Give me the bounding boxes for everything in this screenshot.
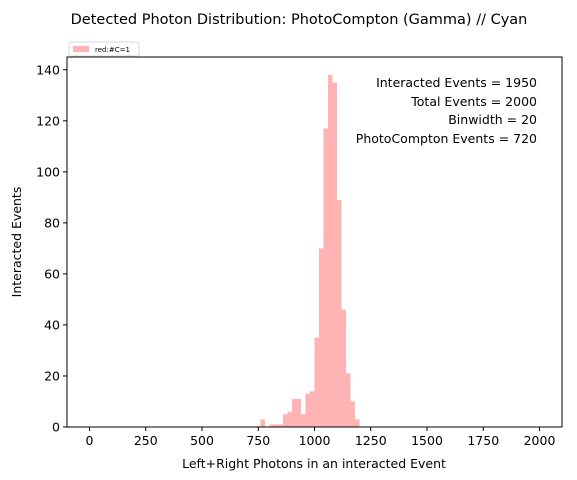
- histogram-bar: [341, 309, 346, 427]
- histogram-bar: [355, 419, 360, 427]
- y-tick-label: 140: [36, 62, 60, 77]
- y-axis-label: Interacted Events: [9, 187, 24, 298]
- annotation-total-events: Total Events = 2000: [410, 94, 537, 109]
- y-tick-label: 0: [52, 420, 60, 435]
- x-tick-label: 750: [246, 433, 270, 448]
- histogram-bar: [332, 82, 337, 427]
- x-tick-label: 1000: [299, 433, 331, 448]
- y-tick-label: 80: [44, 215, 60, 230]
- chart-title: Detected Photon Distribution: PhotoCompt…: [71, 12, 528, 28]
- x-axis-ticks: 0 250 500 750 1000 1250 1500 1750 2000: [86, 427, 556, 448]
- histogram-bar: [337, 199, 342, 427]
- x-tick-label: 500: [190, 433, 214, 448]
- histogram-bar: [292, 398, 297, 427]
- annotation-interacted-events: Interacted Events = 1950: [376, 75, 537, 90]
- histogram-bar: [314, 337, 319, 427]
- histogram-bars: [260, 74, 360, 428]
- histogram-bar: [328, 74, 333, 428]
- histogram-bar: [323, 128, 328, 427]
- y-tick-label: 40: [44, 317, 60, 332]
- histogram-bar: [319, 248, 324, 427]
- histogram-bar: [274, 424, 279, 427]
- y-tick-label: 20: [44, 368, 60, 383]
- histogram-bar: [346, 373, 351, 427]
- annotation-photocompton-events: PhotoCompton Events = 720: [356, 131, 537, 146]
- plot-frame: [66, 56, 563, 428]
- histogram-bar: [296, 398, 301, 427]
- histogram-bar: [310, 391, 315, 427]
- y-tick-label: 60: [44, 266, 60, 281]
- histogram-bar: [301, 414, 306, 427]
- legend-label: red:#C=1: [95, 46, 130, 54]
- histogram-bar: [283, 414, 288, 427]
- x-tick-label: 2000: [524, 433, 556, 448]
- histogram-bar: [350, 401, 355, 427]
- legend-swatch: [73, 46, 89, 52]
- annotations: Interacted Events = 1950 Total Events = …: [356, 75, 537, 146]
- legend-frame: [68, 41, 140, 57]
- x-tick-label: 250: [134, 433, 158, 448]
- x-tick-label: 1750: [467, 433, 499, 448]
- y-axis-ticks: 0 20 40 60 80 100 120 140: [36, 62, 67, 435]
- histogram-bar: [269, 424, 274, 427]
- histogram-bar: [287, 411, 292, 427]
- annotation-binwidth: Binwidth = 20: [448, 112, 537, 127]
- histogram-bar: [260, 419, 265, 427]
- x-tick-label: 1500: [411, 433, 443, 448]
- x-tick-label: 1250: [355, 433, 387, 448]
- y-tick-label: 100: [36, 164, 60, 179]
- x-axis-label: Left+Right Photons in an interacted Even…: [182, 456, 446, 471]
- y-tick-label: 120: [36, 113, 60, 128]
- histogram-bar: [305, 393, 310, 427]
- legend: red:#C=1: [68, 41, 140, 57]
- x-tick-label: 0: [86, 433, 94, 448]
- histogram-bar: [278, 424, 283, 427]
